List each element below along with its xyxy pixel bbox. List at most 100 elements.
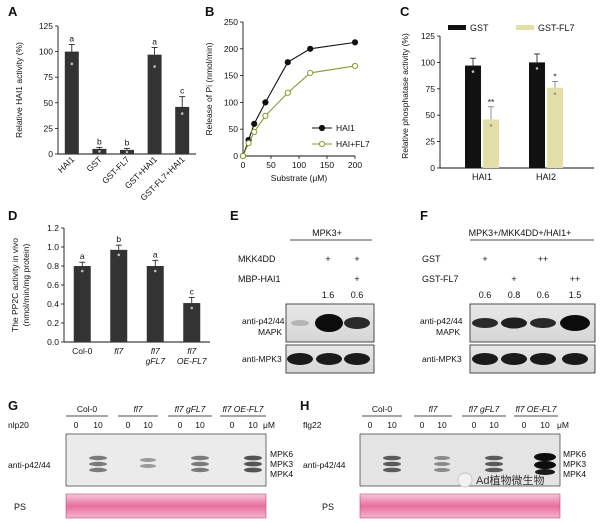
h-band	[434, 456, 450, 460]
f-blot1-band-2	[501, 317, 527, 329]
e-row1-val-2: +	[354, 254, 359, 264]
wechat-icon	[457, 472, 473, 488]
b-series-point	[284, 89, 291, 96]
h-group-2: fl7	[429, 404, 438, 414]
g-band	[191, 467, 209, 473]
g-band	[244, 467, 262, 473]
g-band	[89, 455, 107, 461]
g-band-label-2: MPK3	[270, 459, 293, 469]
h-dose-8: 10	[540, 420, 550, 430]
f-row1-label: GST	[422, 254, 441, 264]
g-group-2: fl7	[134, 404, 143, 414]
b-legend-label: HAI+FL7	[336, 139, 370, 149]
g-treatment: nlp20	[8, 420, 29, 430]
d-y-tick-label: 0.0	[47, 337, 59, 347]
c-data-point	[535, 67, 539, 70]
d-y-tick-label: 0.6	[47, 280, 59, 290]
h-dose-7: 0	[522, 420, 527, 430]
h-blot-label: anti-p42/44	[303, 460, 346, 470]
d-sig-letter: c	[190, 286, 195, 296]
chart-c: 0 25 50 75 100 125 Relative phosphatase activi…	[400, 23, 594, 182]
a-sig-letter: a	[152, 37, 157, 47]
b-series-point	[251, 128, 258, 135]
a-bar	[175, 106, 190, 154]
h-treatment: flg22	[303, 420, 322, 430]
b-y-tick-label: 250	[224, 17, 238, 27]
f-blot1-band-4	[560, 315, 590, 331]
g-dose-1: 0	[74, 420, 79, 430]
b-series-point	[307, 45, 314, 52]
f-row1-val-1: +	[482, 254, 487, 264]
g-dose-8: 10	[248, 420, 258, 430]
b-legend-label: HAI1	[336, 123, 355, 133]
c-data-point	[471, 70, 475, 73]
f-blot2-band-2	[501, 353, 527, 365]
c-bar	[529, 62, 545, 168]
f-row2-val-2: +	[511, 274, 516, 284]
h-unit: μM	[557, 420, 569, 430]
b-series-point	[245, 140, 252, 147]
c-bar	[465, 65, 481, 168]
h-dose-1: 0	[368, 420, 373, 430]
a-y-tick-label: 0	[48, 149, 53, 159]
b-y-tick-label: 200	[224, 44, 238, 54]
h-group-1: Col-0	[372, 404, 393, 414]
d-data-point	[80, 269, 84, 273]
d-bar	[146, 266, 164, 342]
g-dose-2: 10	[93, 420, 103, 430]
a-y-tick-label: 75	[44, 72, 54, 82]
h-blot-bands	[383, 453, 556, 475]
f-blot1-band-3	[530, 318, 556, 328]
c-bar	[483, 119, 499, 168]
a-data-point	[98, 150, 101, 153]
panel-g: Col-0 fl7 fl7 gFL7 fl7 OE-FL7 nlp20 0 10…	[8, 404, 293, 519]
h-dose-3: 0	[420, 420, 425, 430]
g-unit: μM	[263, 420, 275, 430]
a-sig-letter: b	[125, 137, 130, 147]
h-band	[534, 453, 556, 461]
d-x-tick-label: Col-0	[72, 346, 93, 356]
a-data-point	[153, 65, 156, 68]
d-x-tick-label: gFL7	[146, 356, 166, 366]
a-data-point	[180, 112, 184, 115]
e-blot2-band-1	[287, 353, 313, 365]
h-ps-label: PS	[322, 502, 334, 512]
f-row1-val-3: ++	[538, 254, 549, 264]
g-band	[140, 464, 156, 468]
h-group-4: fl7 OE-FL7	[515, 404, 556, 414]
d-y-axis-label: (nmol/min/mg protein)	[21, 244, 31, 327]
g-band	[140, 458, 156, 462]
c-legend-label: GST	[470, 23, 489, 33]
b-y-tick-label: 0	[233, 151, 238, 161]
a-y-tick-label: 25	[44, 123, 54, 133]
h-band	[383, 461, 401, 467]
watermark-text: Ad植物微生物	[476, 473, 544, 487]
b-legend-marker	[318, 140, 326, 148]
b-x-tick-label: 50	[266, 160, 276, 170]
g-blot-bands	[89, 455, 262, 473]
g-blot-label: anti-p42/44	[8, 460, 51, 470]
f-quant-4: 1.5	[569, 290, 582, 300]
panel-letter-d: D	[8, 208, 17, 223]
b-series-point	[262, 99, 269, 106]
b-series-point	[307, 69, 314, 77]
a-y-tick-label: 100	[39, 47, 53, 57]
g-ps-stain	[65, 493, 267, 519]
e-blot2-band-2	[316, 353, 342, 365]
e-blot1-band-3	[344, 317, 370, 329]
g-band-label-3: MPK4	[270, 469, 293, 479]
e-blot1-band-2	[315, 314, 343, 332]
g-band	[244, 461, 262, 467]
d-y-tick-label: 0.4	[47, 299, 59, 309]
c-y-tick-label: 125	[421, 31, 435, 41]
chart-b: 0 50 100 150 200 250 0 50 100 150 200 Substrate (μM…	[204, 17, 370, 183]
f-quant-2: 0.8	[508, 290, 521, 300]
h-band	[535, 469, 555, 475]
a-sig-letter: a	[69, 33, 74, 43]
b-series-point	[284, 59, 291, 66]
b-series-point	[251, 120, 258, 127]
e-blot1-label-a: anti-p42/44	[242, 316, 285, 326]
b-y-tick-label: 100	[224, 97, 238, 107]
d-x-tick-label: fl7	[114, 346, 123, 356]
